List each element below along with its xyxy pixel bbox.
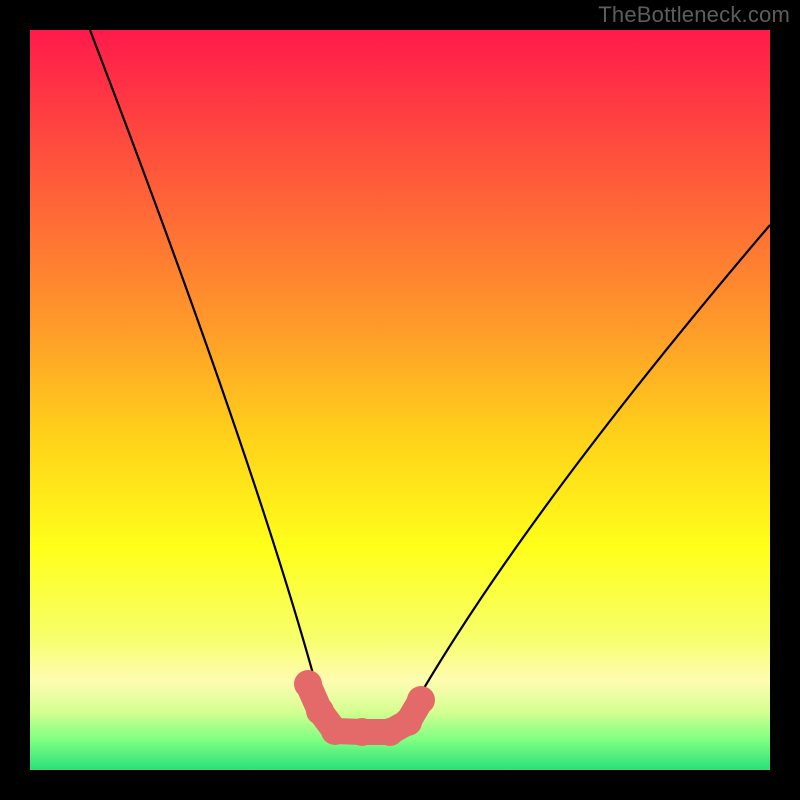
bottleneck-chart [0,0,800,800]
chart-frame: TheBottleneck.com [0,0,800,800]
watermark-text: TheBottleneck.com [598,2,790,28]
highlight-dot [407,686,435,714]
highlight-dot [321,717,349,745]
gradient-background [30,30,770,770]
highlight-dot [348,718,376,746]
highlight-dot [294,670,322,698]
